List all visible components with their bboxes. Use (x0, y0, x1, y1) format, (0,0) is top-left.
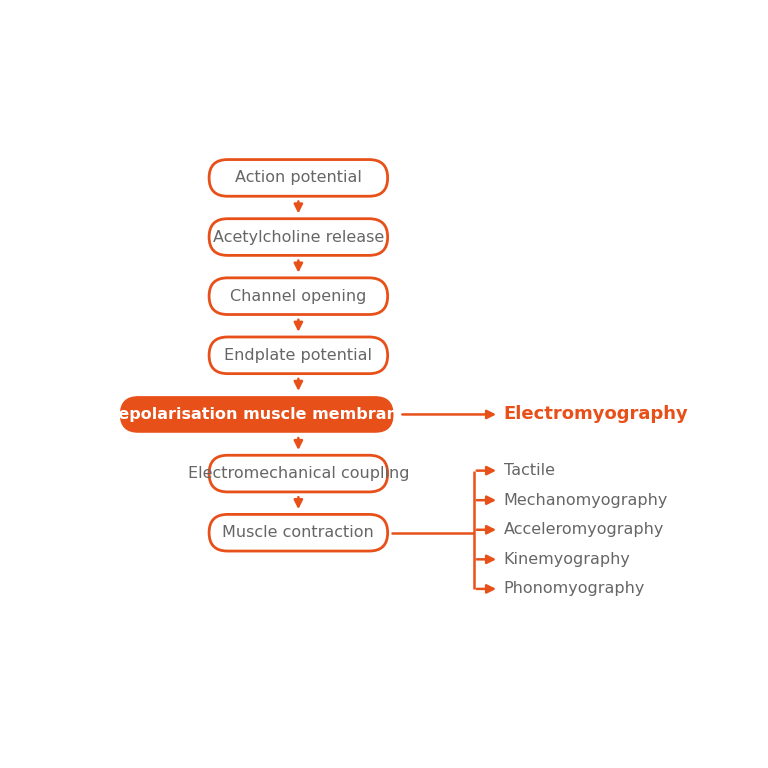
Text: Action potential: Action potential (235, 170, 362, 185)
Text: Endplate potential: Endplate potential (224, 348, 372, 362)
FancyBboxPatch shape (209, 278, 388, 315)
FancyBboxPatch shape (209, 219, 388, 256)
Text: Electromechanical coupling: Electromechanical coupling (187, 466, 409, 481)
Text: Electromyography: Electromyography (504, 406, 688, 423)
Text: Acceleromyography: Acceleromyography (504, 522, 664, 538)
Text: Channel opening: Channel opening (230, 289, 366, 303)
Text: Acetylcholine release: Acetylcholine release (213, 230, 384, 244)
Text: Muscle contraction: Muscle contraction (223, 525, 374, 540)
FancyBboxPatch shape (209, 515, 388, 551)
FancyBboxPatch shape (120, 396, 393, 433)
Text: Kinemyography: Kinemyography (504, 552, 631, 567)
Text: Phonomyography: Phonomyography (504, 581, 645, 597)
FancyBboxPatch shape (209, 160, 388, 197)
FancyBboxPatch shape (209, 455, 388, 492)
Text: Mechanomyography: Mechanomyography (504, 493, 668, 508)
Text: Tactile: Tactile (504, 463, 554, 478)
FancyBboxPatch shape (209, 337, 388, 374)
Text: Depolarisation muscle membrane: Depolarisation muscle membrane (104, 407, 409, 422)
